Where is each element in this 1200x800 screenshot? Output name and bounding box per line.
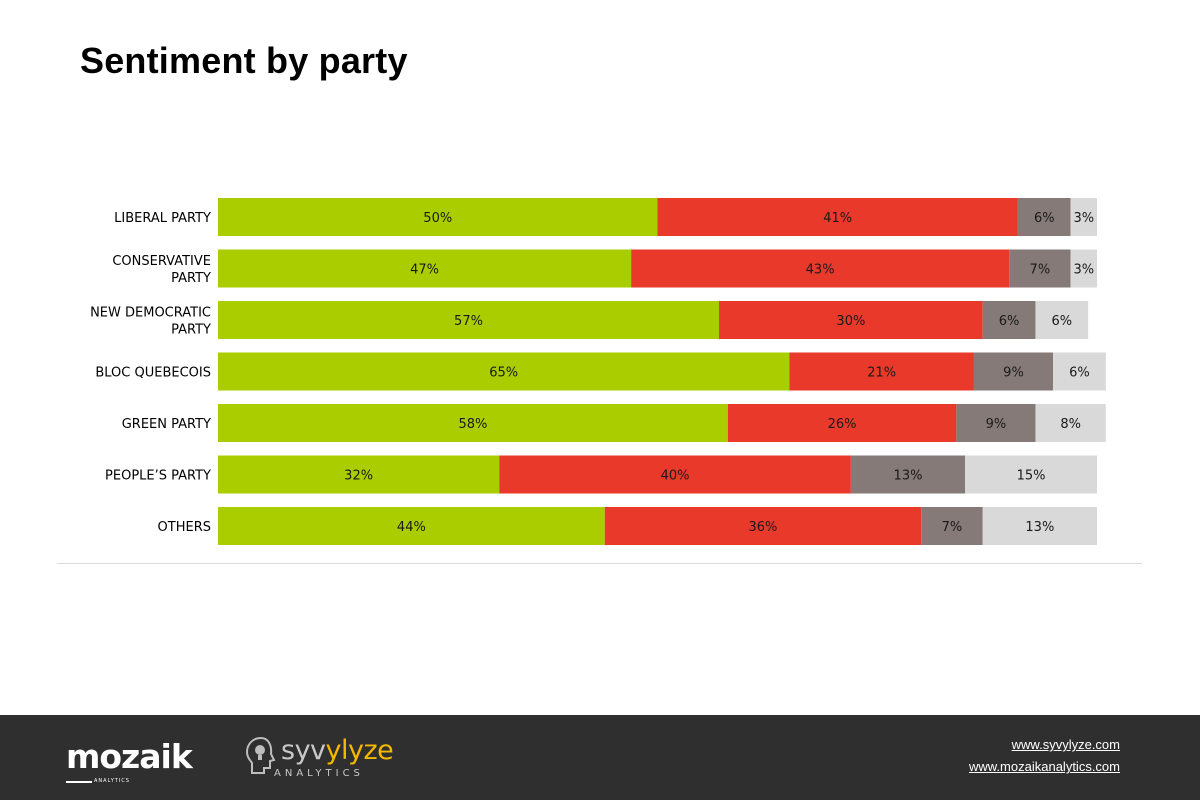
bar-segment — [1035, 301, 1089, 339]
data-label: 36% — [749, 520, 778, 535]
bar-segment — [218, 507, 605, 545]
mozaik-logo-underline — [66, 781, 92, 783]
bar-segment — [982, 301, 1036, 339]
bar-segment — [973, 352, 1054, 391]
page-title: Sentiment by party — [80, 40, 408, 81]
bar-segment — [218, 404, 728, 442]
mozaik-logo[interactable]: mozaik ANALYTICS — [66, 737, 196, 789]
bar-segment — [719, 301, 983, 339]
syvylyze-logo-subtext: ANALYTICS — [274, 768, 364, 779]
stacked-bar-chart: LIBERAL PARTY 50% 41% 6% 3% CONSERVATIVE PARTY… — [90, 198, 1106, 545]
bar-segment — [1053, 352, 1106, 391]
category-label: CONSERVATIVE PARTY — [112, 254, 211, 286]
category-label: BLOC QUEBECOIS — [95, 366, 211, 381]
bar-segment — [1070, 249, 1097, 288]
bar-segment — [218, 198, 658, 236]
data-label: 21% — [867, 366, 896, 381]
category-label: OTHERS — [158, 520, 211, 535]
category-label: GREEN PARTY — [122, 417, 211, 432]
bar-segment — [850, 455, 966, 494]
bar-segment — [631, 249, 1010, 288]
divider — [57, 563, 1142, 564]
data-label: 32% — [344, 469, 373, 484]
data-label: 6% — [1069, 366, 1090, 381]
data-label: 30% — [836, 314, 865, 329]
data-label: 13% — [894, 469, 923, 484]
bar-segment — [956, 404, 1036, 442]
data-label: 44% — [397, 520, 426, 535]
data-label: 58% — [458, 417, 487, 432]
bar-segment — [604, 507, 922, 545]
bar-segment — [1017, 198, 1071, 236]
data-label: 9% — [986, 417, 1007, 432]
data-label: 7% — [1030, 263, 1051, 278]
mozaik-logo-text: mozaik — [66, 737, 193, 776]
bar-segment — [982, 507, 1097, 545]
data-label: 7% — [942, 520, 963, 535]
category-label: LIBERAL PARTY — [114, 211, 211, 226]
syvylyze-logo-text: syvylyze — [281, 735, 394, 766]
data-label: 3% — [1074, 263, 1095, 278]
bar-segment — [499, 455, 851, 494]
bar-segment — [1009, 249, 1071, 288]
data-label: 6% — [1052, 314, 1073, 329]
mozaik-website-link[interactable]: www.mozaikanalytics.com — [969, 759, 1120, 774]
data-label: 8% — [1060, 417, 1081, 432]
category-label: NEW DEMOCRATIC PARTY — [90, 306, 211, 338]
data-label: 57% — [454, 314, 483, 329]
bar-segment — [1070, 198, 1097, 236]
bar-segment — [965, 455, 1097, 494]
bar-segment — [218, 352, 790, 391]
bar-segment — [1035, 404, 1106, 442]
bar-segment — [218, 455, 500, 494]
mozaik-logo-subtext: ANALYTICS — [94, 778, 130, 784]
data-label: 3% — [1074, 211, 1095, 226]
data-label: 50% — [423, 211, 452, 226]
bar-segment — [789, 352, 974, 391]
bar-segment — [657, 198, 1018, 236]
data-label: 9% — [1003, 366, 1024, 381]
category-label: PEOPLE’S PARTY — [105, 469, 211, 484]
bar-segment — [921, 507, 983, 545]
data-label: 13% — [1025, 520, 1054, 535]
data-label: 6% — [999, 314, 1020, 329]
data-label: 15% — [1017, 469, 1046, 484]
syvylyze-logo[interactable]: syvylyze ANALYTICS — [244, 735, 394, 791]
data-label: 47% — [410, 263, 439, 278]
bar-segment — [218, 301, 720, 339]
data-label: 6% — [1034, 211, 1055, 226]
bar-segment — [218, 249, 632, 288]
footer: mozaik ANALYTICS syvylyze ANALYTICS www.… — [0, 715, 1200, 800]
data-label: 43% — [806, 263, 835, 278]
data-label: 65% — [489, 366, 518, 381]
data-label: 26% — [828, 417, 857, 432]
data-label: 40% — [661, 469, 690, 484]
head-bulb-icon — [245, 736, 276, 774]
data-label: 41% — [823, 211, 852, 226]
syvylyze-website-link[interactable]: www.syvylyze.com — [1011, 737, 1120, 752]
bar-segment — [727, 404, 957, 442]
